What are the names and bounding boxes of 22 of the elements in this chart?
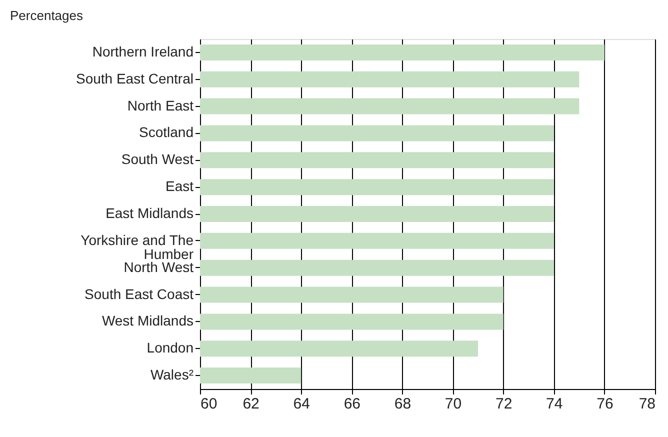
y-tick-label: Wales² [150, 366, 194, 383]
x-tick-label: 68 [394, 396, 412, 412]
x-tick-label: 60 [200, 396, 218, 412]
y-tick-label: East [165, 178, 194, 194]
x-tick-label: 74 [546, 396, 563, 412]
y-tick-label: West Midlands [102, 312, 194, 329]
y-tick-label: North East [127, 97, 194, 114]
y-tick-label: Scotland [139, 124, 194, 140]
y-tick-label: Northern Ireland [92, 43, 194, 60]
x-tick-label: 66 [344, 396, 361, 412]
x-tick-label: 64 [293, 396, 310, 412]
y-tick-label: South West [121, 151, 194, 168]
x-tick-label: 78 [638, 396, 656, 412]
y-tick-label: South East Central [76, 70, 194, 86]
x-tick-label: 76 [596, 396, 614, 412]
x-tick-label: 72 [495, 396, 512, 412]
text: Percentages [10, 8, 84, 23]
y-tick-label: South East Coast [84, 286, 194, 302]
y-tick-label: London [146, 340, 194, 356]
x-tick-label: 62 [242, 396, 260, 412]
x-tick-label: 70 [444, 396, 462, 412]
y-tick-label: East Midlands [106, 205, 194, 221]
